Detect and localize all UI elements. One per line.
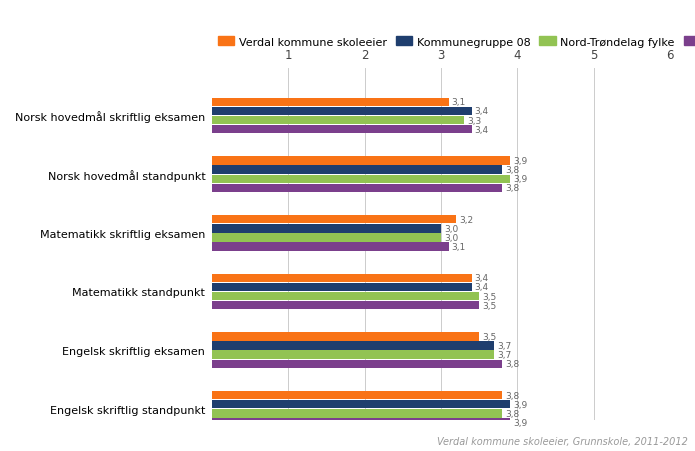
Bar — [212, 175, 509, 184]
Bar — [212, 243, 449, 251]
Bar — [212, 351, 494, 359]
Text: 3,8: 3,8 — [505, 409, 519, 418]
Text: 3,0: 3,0 — [444, 233, 459, 242]
Text: 3,5: 3,5 — [482, 292, 496, 301]
Bar — [212, 225, 441, 233]
Bar — [212, 283, 472, 291]
Bar — [212, 234, 441, 242]
Bar — [212, 292, 480, 301]
Text: 3,7: 3,7 — [498, 341, 512, 350]
Text: 3,9: 3,9 — [513, 400, 527, 409]
Bar — [212, 400, 509, 409]
Text: 3,4: 3,4 — [475, 125, 489, 134]
Text: 3,8: 3,8 — [505, 391, 519, 400]
Text: Verdal kommune skoleeier, Grunnskole, 2011-2012: Verdal kommune skoleeier, Grunnskole, 20… — [437, 437, 688, 446]
Bar — [212, 360, 502, 368]
Bar — [212, 301, 480, 310]
Text: 3,9: 3,9 — [513, 175, 527, 184]
Text: 3,4: 3,4 — [475, 274, 489, 283]
Bar — [212, 409, 502, 418]
Bar — [212, 166, 502, 175]
Legend: Verdal kommune skoleeier, Kommunegruppe 08, Nord-Trøndelag fylke, Nasjonalt: Verdal kommune skoleeier, Kommunegruppe … — [213, 32, 695, 52]
Text: 3,2: 3,2 — [459, 215, 473, 224]
Bar — [212, 341, 494, 350]
Bar — [212, 419, 509, 427]
Text: 3,0: 3,0 — [444, 224, 459, 233]
Text: 3,8: 3,8 — [505, 166, 519, 175]
Bar — [212, 391, 502, 400]
Bar — [212, 332, 480, 341]
Bar — [212, 157, 509, 166]
Bar — [212, 274, 472, 282]
Text: 3,8: 3,8 — [505, 184, 519, 193]
Bar — [212, 107, 472, 116]
Text: 3,7: 3,7 — [498, 350, 512, 359]
Bar — [212, 98, 449, 107]
Text: 3,5: 3,5 — [482, 301, 496, 310]
Text: 3,5: 3,5 — [482, 332, 496, 341]
Bar — [212, 126, 472, 134]
Text: 3,9: 3,9 — [513, 418, 527, 427]
Text: 3,1: 3,1 — [452, 98, 466, 107]
Text: 3,3: 3,3 — [467, 116, 481, 125]
Text: 3,4: 3,4 — [475, 107, 489, 116]
Bar — [212, 216, 457, 224]
Text: 3,4: 3,4 — [475, 283, 489, 292]
Bar — [212, 184, 502, 193]
Bar — [212, 117, 464, 125]
Text: 3,9: 3,9 — [513, 156, 527, 166]
Text: 3,1: 3,1 — [452, 243, 466, 252]
Text: 3,8: 3,8 — [505, 359, 519, 368]
